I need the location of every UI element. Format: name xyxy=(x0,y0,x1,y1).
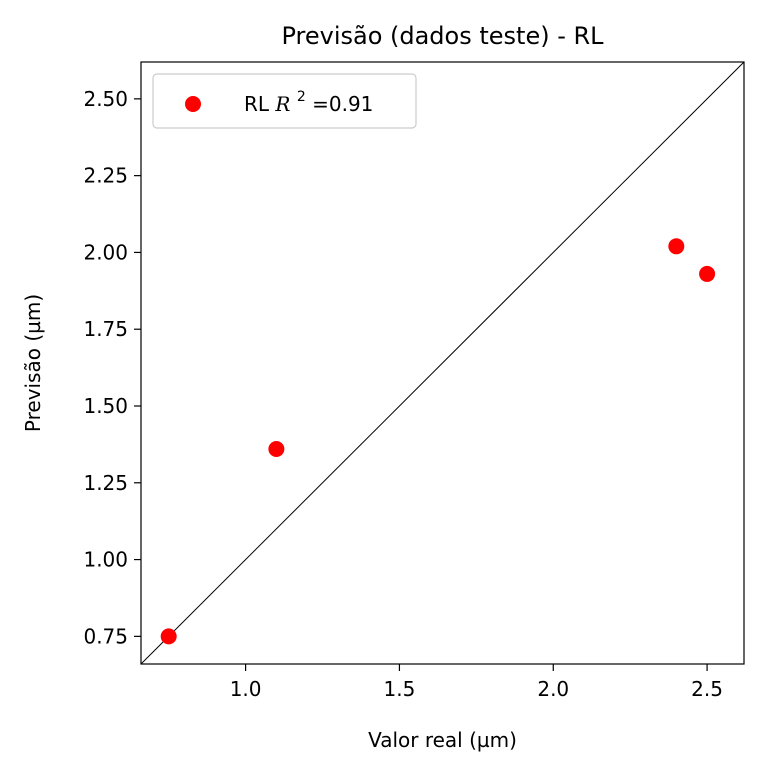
scatter-point-4 xyxy=(699,265,716,282)
y-axis-ticks: 0.75 1.00 1.25 1.50 1.75 2.00 2.25 2.50 xyxy=(83,87,141,648)
legend-label-suffix: =0.91 xyxy=(312,92,373,116)
x-tick-label: 1.0 xyxy=(230,677,262,701)
y-tick-label: 1.25 xyxy=(83,471,128,495)
identity-line xyxy=(140,61,745,665)
y-tick-label: 0.75 xyxy=(83,624,128,648)
y-tick-label: 1.50 xyxy=(83,394,128,418)
y-tick-label: 2.00 xyxy=(83,240,128,264)
legend-label-symbol: R xyxy=(274,92,290,116)
y-tick-label: 1.75 xyxy=(83,317,128,341)
scatter-point-3 xyxy=(668,238,685,255)
chart-title: Previsão (dados teste) - RL xyxy=(281,22,604,50)
legend: RL R 2 =0.91 xyxy=(152,73,417,129)
plot-area xyxy=(140,61,745,665)
y-tick-label: 2.25 xyxy=(83,164,128,188)
scatter-points xyxy=(160,238,716,645)
x-axis-label: Valor real (µm) xyxy=(368,728,517,752)
y-axis-label: Previsão (µm) xyxy=(21,294,45,432)
legend-label-prefix: RL xyxy=(244,92,275,116)
x-tick-label: 1.5 xyxy=(384,677,416,701)
scatter-point-1 xyxy=(160,628,177,645)
legend-label: RL R 2 =0.91 xyxy=(244,82,373,116)
x-axis-ticks: 1.0 1.5 2.0 2.5 xyxy=(230,664,723,701)
x-tick-label: 2.5 xyxy=(691,677,723,701)
y-tick-label: 2.50 xyxy=(83,87,128,111)
y-tick-label: 1.00 xyxy=(83,548,128,572)
legend-label-exponent: 2 xyxy=(297,89,306,105)
scatter-point-2 xyxy=(268,441,285,457)
legend-frame xyxy=(152,73,417,129)
x-tick-label: 2.0 xyxy=(537,677,569,701)
legend-marker xyxy=(185,96,201,112)
plot-frame xyxy=(140,61,745,665)
